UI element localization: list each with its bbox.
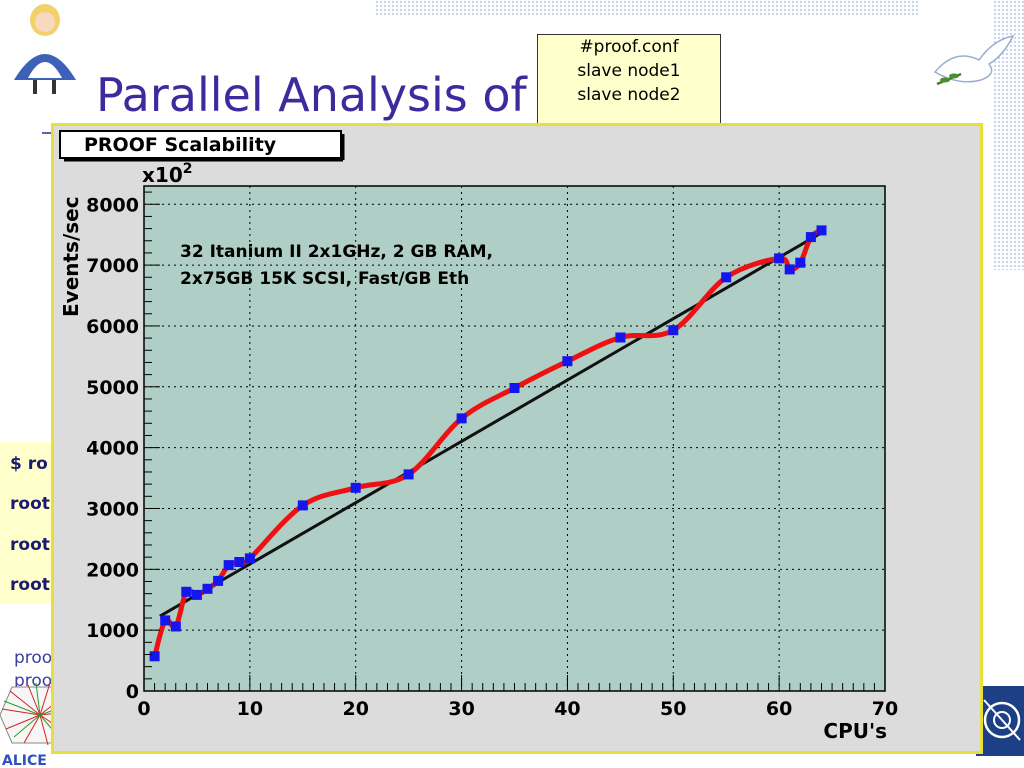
data-point <box>160 615 171 626</box>
data-point <box>213 575 224 586</box>
y-tick-label: 6000 <box>86 316 139 338</box>
data-point <box>297 500 308 511</box>
y-multiplier-exp: 2 <box>183 161 193 177</box>
cmd-line: root <box>10 494 50 514</box>
data-point <box>615 332 626 343</box>
data-point <box>509 383 520 393</box>
proof-conf-note: #proof.conf slave node1 slave node2 <box>537 34 721 136</box>
y-tick-label: 5000 <box>86 377 139 399</box>
cmd-line: root <box>10 575 50 595</box>
y-multiplier-label: x102 <box>142 161 192 187</box>
x-tick-label: 10 <box>237 698 263 720</box>
note-line: slave node2 <box>577 85 681 105</box>
note-line: slave node1 <box>577 61 681 81</box>
data-point <box>403 469 414 480</box>
y-axis-label: Events/sec <box>59 196 83 317</box>
data-point <box>784 264 795 275</box>
data-point <box>223 560 234 571</box>
data-point <box>774 253 785 264</box>
data-point <box>816 225 827 236</box>
data-point <box>805 232 816 243</box>
x-tick-label: 50 <box>660 698 686 720</box>
alice-logo-text: ALICE <box>2 753 47 768</box>
x-tick-labels: 0 10 20 30 40 50 60 70 <box>137 698 898 720</box>
proof-scalability-chart: PROOF Scalability 0 10 20 30 40 50 60 70 0 1000 2… <box>59 130 898 743</box>
grid <box>144 186 885 691</box>
x-tick-label: 0 <box>137 698 150 720</box>
x-tick-label: 60 <box>766 698 792 720</box>
proof-text: proo proo <box>14 647 52 693</box>
data-point <box>350 482 361 493</box>
x-tick-label: 70 <box>872 698 898 720</box>
cern-logo <box>976 686 1024 756</box>
x-tick-label: 40 <box>554 698 580 720</box>
data-point <box>234 557 245 567</box>
proof-line: proo <box>14 648 53 668</box>
fit-line-group <box>159 231 823 618</box>
y-multiplier-base: x10 <box>142 163 183 187</box>
y-tick-label: 3000 <box>86 498 139 520</box>
data-point <box>456 413 467 424</box>
y-tick-label: 1000 <box>86 620 139 642</box>
plot-area <box>144 186 885 691</box>
y-tick-label: 7000 <box>86 255 139 277</box>
x-tick-label: 30 <box>448 698 474 720</box>
marker-group <box>149 225 827 662</box>
y-tick-label: 4000 <box>86 438 139 460</box>
chart-title: PROOF Scalability <box>84 134 277 156</box>
data-point <box>181 586 192 597</box>
proof-line: proo <box>14 671 53 691</box>
chart-annotation-line: 2x75GB 15K SCSI, Fast/GB Eth <box>180 269 469 289</box>
data-point <box>191 589 202 600</box>
data-point <box>668 325 679 336</box>
ticks <box>143 191 886 692</box>
cmd-line: root <box>10 535 50 555</box>
cmd-line: $ ro <box>10 454 48 474</box>
data-point <box>795 257 806 268</box>
x-axis-label: CPU's <box>823 719 887 743</box>
chart-title-box <box>59 130 342 159</box>
note-line: #proof.conf <box>579 37 679 57</box>
data-point <box>562 356 573 367</box>
y-tick-label: 0 <box>126 681 139 703</box>
dotted-banner-top <box>375 0 920 16</box>
data-point <box>202 583 213 594</box>
chart-annotation-line: 32 Itanium II 2x1GHz, 2 GB RAM, <box>180 242 493 262</box>
data-point <box>170 621 181 632</box>
dove-icon <box>933 34 1015 86</box>
data-point <box>149 651 160 662</box>
y-tick-label: 2000 <box>86 559 139 581</box>
data-point <box>244 553 255 564</box>
data-point <box>721 272 732 283</box>
fit-line <box>159 231 823 618</box>
x-tick-label: 20 <box>342 698 368 720</box>
y-tick-labels: 0 1000 2000 3000 4000 5000 6000 7000 8000 <box>86 194 139 703</box>
y-tick-label: 8000 <box>86 194 139 216</box>
alice-cartoon-icon <box>14 4 76 94</box>
